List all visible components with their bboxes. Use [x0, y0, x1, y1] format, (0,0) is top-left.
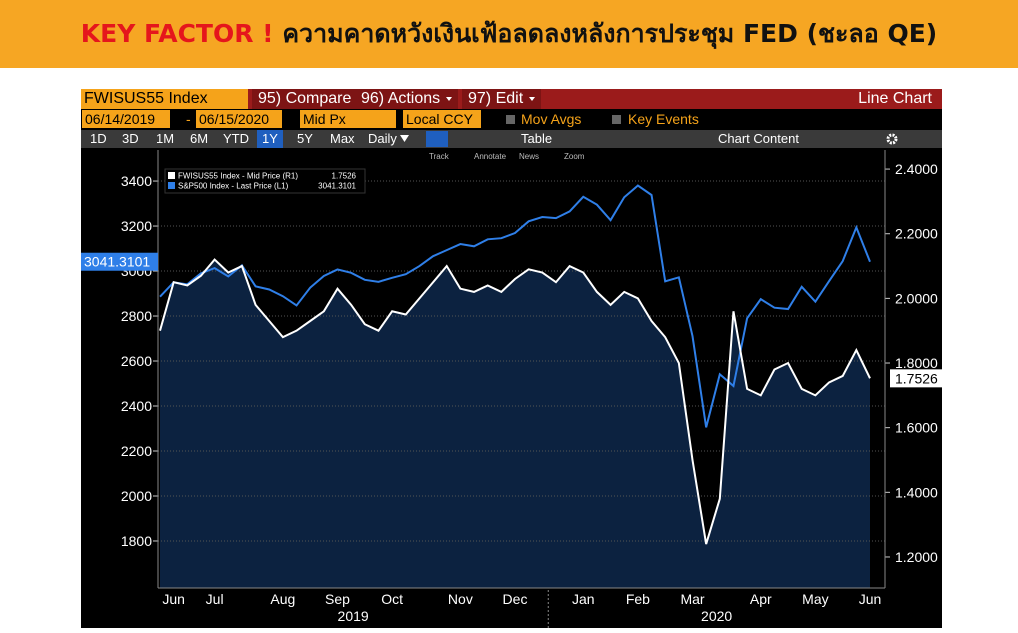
- y2-tick-label: 2.0000: [895, 290, 938, 306]
- x-tick-label: Nov: [448, 591, 473, 607]
- end-date[interactable]: 06/15/2020: [196, 110, 282, 128]
- x-tick-label: Jun: [859, 591, 882, 607]
- legend-entry: S&P500 Index - Last Price (L1): [178, 182, 289, 191]
- x-tick-label: Dec: [503, 591, 528, 607]
- price-badge: [890, 369, 942, 388]
- line: [159, 258, 871, 545]
- y-tick-label: 2800: [121, 308, 152, 324]
- y-tick-label: 3200: [121, 218, 152, 234]
- period-button[interactable]: Max: [330, 131, 355, 146]
- chart-tool: News: [519, 152, 539, 161]
- line-icon[interactable]: [426, 131, 448, 147]
- y2-tick-label: 1.4000: [895, 484, 938, 500]
- field[interactable]: Mid Px: [300, 110, 396, 128]
- currency[interactable]: Local CCY: [403, 110, 481, 128]
- y2-tick-label: 1.2000: [895, 549, 938, 565]
- x-tick-label: Sep: [325, 591, 350, 607]
- period-button[interactable]: YTD: [223, 131, 249, 146]
- y2-tick-label: 1.8000: [895, 355, 938, 371]
- legend-swatch: [168, 182, 175, 189]
- chart: Track Annotate News Zoom 1800 2000 2200 2400 260…: [81, 150, 942, 628]
- price-badge: [81, 252, 158, 271]
- x-tick-label: Jul: [206, 591, 224, 607]
- y-tick-label: 2200: [121, 443, 152, 459]
- y2-tick-label: 1.6000: [895, 420, 938, 436]
- y2-tick-label: 2.2000: [895, 226, 938, 242]
- price-badge-label: 3041.3101: [84, 254, 150, 270]
- period-button[interactable]: 3D: [122, 131, 139, 146]
- legend-swatch: [168, 172, 175, 179]
- legend-value: 3041.3101: [318, 182, 356, 191]
- y-tick-label: 2400: [121, 398, 152, 414]
- x-tick-label: Oct: [381, 591, 403, 607]
- year-label: 2020: [701, 608, 732, 624]
- chart-content[interactable]: Chart Content: [718, 131, 799, 146]
- y-tick-label: 2000: [121, 488, 152, 504]
- x-tick-label: Jun: [162, 591, 185, 607]
- legend-entry: FWISUS55 Index - Mid Price (R1): [178, 172, 298, 181]
- price-badge-label: 1.7526: [895, 370, 938, 386]
- period-bar: [81, 130, 942, 148]
- dropdown-icon: [400, 135, 409, 142]
- title-text: ความคาดหวังเงินเฟ้อลดลงหลังการประชุม FED…: [282, 19, 938, 48]
- x-tick-label: Feb: [626, 591, 650, 607]
- ticker-field[interactable]: FWISUS55 Index: [81, 89, 248, 109]
- period-button[interactable]: 6M: [190, 131, 209, 146]
- period-button[interactable]: 1D: [90, 131, 107, 146]
- y-tick-label: 2600: [121, 353, 152, 369]
- actions-tab[interactable]: 96) Actions: [355, 89, 459, 109]
- x-tick-label: Jan: [572, 591, 595, 607]
- y-tick-label: 1800: [121, 533, 152, 549]
- edit-tab[interactable]: 97) Edit: [462, 89, 542, 109]
- area: [160, 259, 870, 588]
- compare-tab[interactable]: 95) Compare: [252, 89, 358, 109]
- chart-kind: Line Chart: [858, 90, 932, 107]
- checkbox[interactable]: [612, 115, 621, 124]
- x-tick-label: Mar: [680, 591, 704, 607]
- title-key: KEY FACTOR !: [80, 19, 274, 48]
- period-button[interactable]: 1M: [156, 131, 175, 146]
- legend-value: 1.7526: [332, 172, 357, 181]
- chart-tool: Annotate: [474, 152, 507, 161]
- legend-box: [164, 168, 366, 194]
- chart-tool: Track: [429, 152, 450, 161]
- table-button[interactable]: Table: [521, 131, 553, 146]
- gear-icon[interactable]: [886, 133, 898, 145]
- header: KEY FACTOR ! ความคาดหวังเงินเฟ้อลดลงหลัง…: [0, 0, 1018, 68]
- year-label: 2019: [338, 608, 369, 624]
- terminal-panel: FWISUS55 Index 95) Compare 96) Actions 9…: [81, 89, 942, 628]
- mov-avgs[interactable]: Mov Avgs: [521, 111, 582, 127]
- date-separator: -: [186, 111, 191, 127]
- y-tick-label: 3400: [121, 173, 152, 189]
- period-button[interactable]: 5Y: [297, 131, 313, 146]
- checkbox[interactable]: [506, 115, 515, 124]
- x-tick-label: Apr: [750, 591, 772, 607]
- key-events[interactable]: Key Events: [628, 111, 699, 127]
- chart-tool: Zoom: [564, 152, 585, 161]
- period-button[interactable]: 1Y: [257, 130, 283, 148]
- x-tick-label: May: [802, 591, 828, 607]
- start-date[interactable]: 06/14/2019: [82, 110, 170, 128]
- x-tick-label: Aug: [270, 591, 295, 607]
- frequency[interactable]: Daily: [368, 131, 397, 146]
- line: [159, 184, 871, 428]
- y2-tick-label: 2.4000: [895, 161, 938, 177]
